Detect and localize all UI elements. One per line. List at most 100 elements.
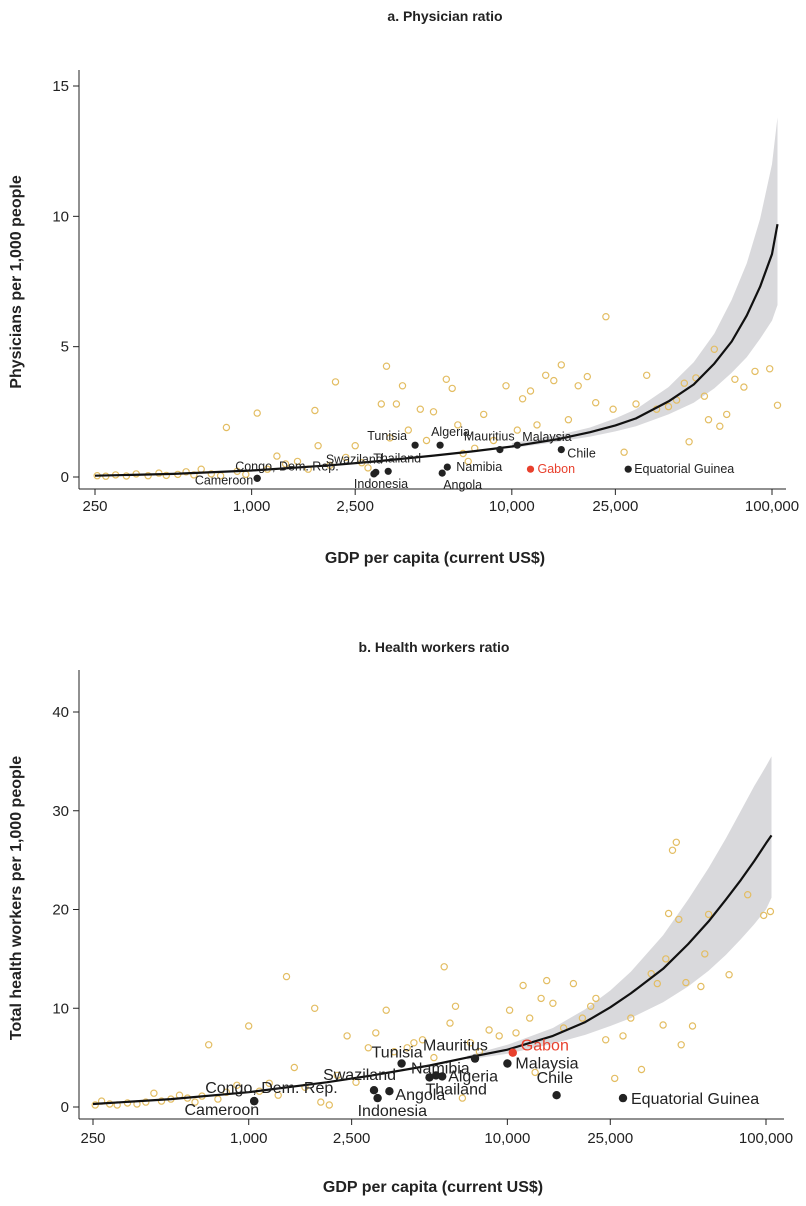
panel-b-confidence-band — [467, 756, 772, 1060]
panel-b-fit-curve — [92, 834, 773, 1106]
panel-a-scatter-point — [342, 453, 350, 462]
panel-b-point-chile — [552, 1091, 561, 1100]
panel-a-scatter-point — [564, 416, 573, 424]
panel-b-scatter-point — [587, 1002, 595, 1011]
panel-b-scatter-point — [543, 976, 551, 985]
panel-b-scatter-point — [602, 1036, 610, 1044]
panel-b-scatter-point — [677, 1041, 685, 1049]
panel-b-point-indonesia — [373, 1093, 382, 1103]
panel-b-scatter-point — [704, 910, 713, 919]
panel-a-point-gabon — [526, 465, 535, 473]
panel-a-scatter-point — [377, 400, 385, 408]
panel-b-label-cameroon: Cameroon — [184, 1102, 259, 1119]
panel-b-point-tunisia — [397, 1059, 406, 1068]
panel-a-x-tick-label: 250 — [82, 498, 107, 515]
panel-b-scatter-point — [233, 1081, 241, 1090]
panel-a-scatter-point — [429, 408, 438, 416]
panel-a-scatter-point — [620, 448, 628, 456]
panel-b-point-swaziland — [369, 1086, 379, 1095]
panel-a-scatter-point — [609, 405, 617, 413]
panel-a-scatter-point — [731, 375, 739, 383]
panel-b-scatter-point — [519, 981, 527, 990]
panel-b-scatter-point — [244, 1022, 253, 1030]
panel-b-scatter-point — [265, 1079, 273, 1088]
panel-b-scatter-point — [637, 1065, 646, 1074]
panel-b-scatter-point — [662, 955, 670, 963]
panel-b-scatter-point — [627, 1014, 635, 1022]
panel-a-scatter-point — [222, 423, 231, 432]
panel-b-scatter-point — [760, 911, 768, 920]
panel-b-scatter-point — [311, 1004, 319, 1013]
panel-b-label-chile: Chile — [537, 1070, 574, 1087]
panel-a-scatter-point — [710, 345, 719, 353]
panel-a-scatter-point — [716, 422, 724, 430]
panel-a-label-thailand: Thailand — [373, 451, 421, 465]
panel-b-scatter-point — [578, 1014, 587, 1022]
panel-a-point-mauritius — [496, 446, 504, 454]
panel-b-scatter-point — [682, 978, 690, 987]
panel-b-x-tick-label: 10,000 — [484, 1130, 530, 1147]
panel-b-y-axis-title: Total health workers per 1,000 people — [8, 756, 25, 1040]
panel-a-label-malaysia: Malaysia — [522, 430, 571, 444]
panel-b-y-tick-label: 10 — [52, 1000, 69, 1017]
panel-a-scatter-point — [392, 400, 401, 408]
panel-a-scatter-point — [643, 371, 651, 379]
panel-b-point-angola — [385, 1087, 394, 1096]
panel-a-scatter-point — [632, 400, 640, 408]
panel-a-x-tick-label: 10,000 — [489, 498, 535, 515]
panel-b-label-mauritius: Mauritius — [423, 1038, 488, 1055]
panel-a-scatter-point — [331, 378, 340, 386]
panel-a-label-cameroon: Cameroon — [195, 473, 253, 487]
panel-b-scatter-point — [653, 979, 662, 988]
panel-b-scatter-point — [549, 999, 557, 1008]
panel-a-scatter-point — [404, 426, 412, 434]
panel-b-scatter-point — [697, 982, 705, 991]
panel-a-label-mauritius: Mauritius — [464, 430, 515, 444]
panel-a-x-tick-label: 2,500 — [336, 498, 374, 515]
panel-b-scatter-point — [526, 1014, 534, 1022]
panel-b-x-tick-label: 2,500 — [333, 1130, 371, 1147]
panel-a-scatter-point — [416, 405, 424, 413]
panel-a-y-tick-label: 10 — [52, 208, 69, 225]
panel-a-scatter-point — [766, 365, 774, 373]
panel-b-scatter-point — [440, 963, 448, 971]
panel-b-y-tick-label: 20 — [52, 902, 69, 919]
panel-b-scatter-point — [659, 1021, 667, 1029]
panel-a-scatter-point — [281, 460, 290, 468]
panel-b-scatter-point — [382, 1006, 390, 1014]
panel-b-scatter-point — [157, 1097, 166, 1105]
panel-a-point-cameroon — [253, 474, 261, 482]
panel-a-scatter-point — [685, 438, 693, 446]
panel-b-scatter-point — [688, 1022, 697, 1030]
panel-b-label-equatorial-guinea: Equatorial Guinea — [631, 1091, 759, 1108]
panel-a-scatter-point — [382, 362, 391, 370]
panel-b-scatter-point — [668, 846, 677, 855]
panel-b-scatter-point — [466, 1039, 475, 1047]
panel-b-label-gabon: Gabon — [521, 1038, 569, 1055]
panel-b-scatter-point — [446, 1019, 454, 1027]
panel-a-y-tick-label: 15 — [52, 78, 69, 95]
panel-b-scatter-point — [531, 1068, 539, 1077]
panel-b-scatter-point — [290, 1063, 298, 1072]
panel-a-scatter-point — [664, 402, 673, 411]
panel-b-point-cameroon — [250, 1096, 259, 1106]
panel-a-scatter-point — [542, 371, 550, 379]
panel-a-scatter-point — [448, 384, 456, 393]
panel-a-x-axis-title: GDP per capita (current US$) — [325, 550, 545, 567]
panel-b-point-mauritius — [470, 1054, 480, 1063]
panel-a-scatter-point — [533, 421, 541, 429]
panel-b-scatter-point — [766, 907, 775, 916]
panel-a-point-equatorial-guinea — [624, 465, 632, 473]
panel-b-point-equatorial-guinea — [618, 1093, 628, 1103]
panel-b-x-tick-label: 250 — [80, 1130, 105, 1147]
panel-b-label-swaziland: Swaziland — [323, 1067, 396, 1084]
panel-b-scatter-point — [343, 1032, 351, 1040]
panel-b-point-thailand — [425, 1073, 434, 1082]
panel-a-label-angola: Angola — [443, 478, 482, 492]
panel-b-scatter-point — [317, 1098, 325, 1106]
panel-b-scatter-point — [458, 1094, 467, 1102]
panel-a-scatter-point — [454, 421, 462, 429]
panel-b-label-algeria: Algeria — [448, 1068, 498, 1085]
panel-a-label-equatorial-guinea: Equatorial Guinea — [634, 462, 734, 476]
